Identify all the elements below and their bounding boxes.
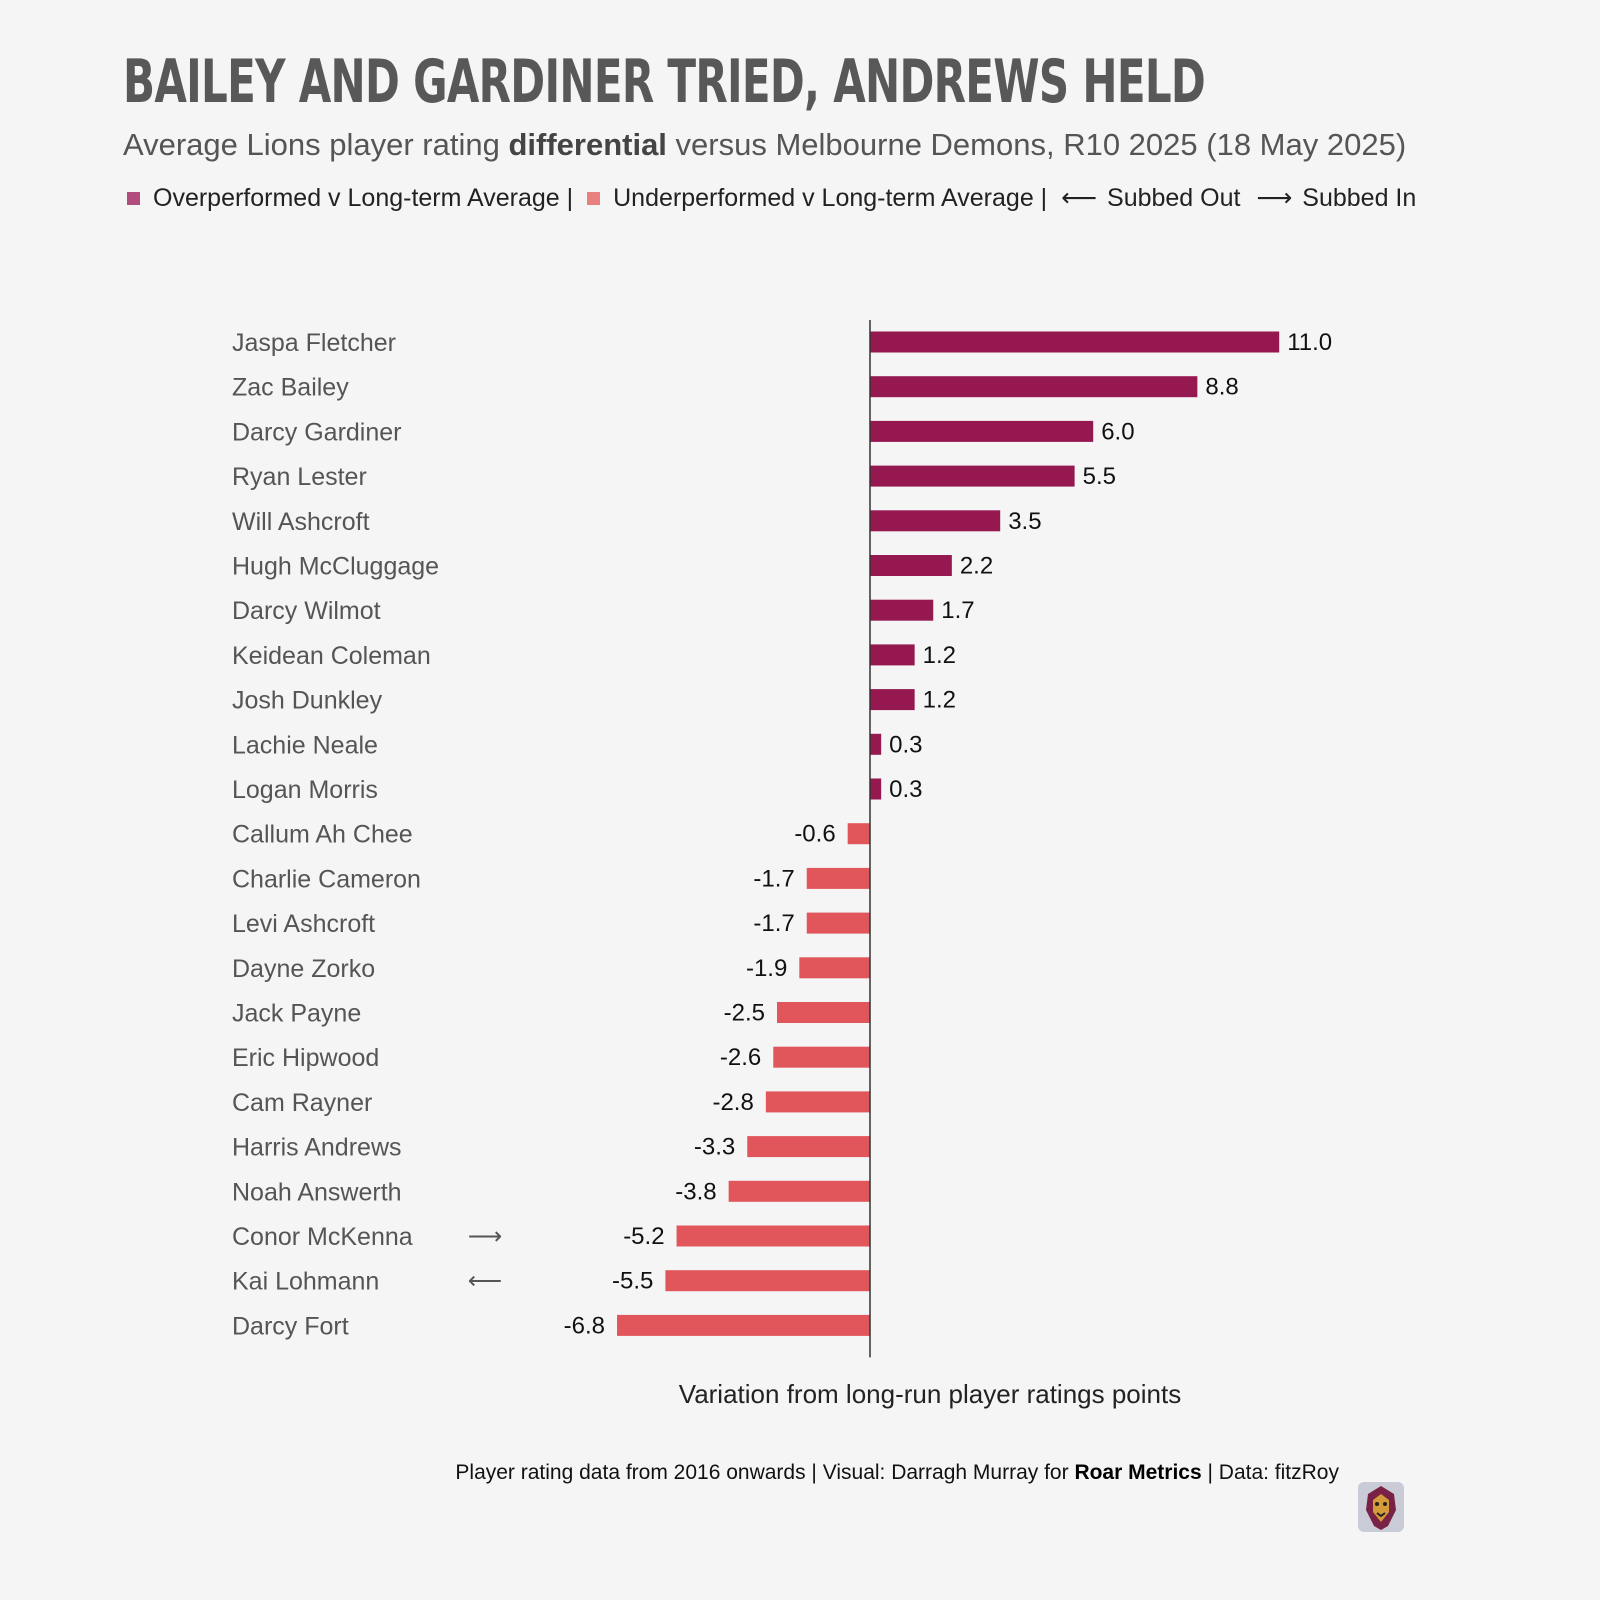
bar-chart: Jaspa Fletcher 11.0 Zac Bailey 8.8 Darcy Gar… [232,320,1332,1358]
category-label-zac-bailey: Zac Bailey [232,374,349,402]
chart-title: BAILEY AND GARDINER TRIED, ANDREWS HELD [123,47,1206,117]
category-label-harris-andrews: Harris Andrews [232,1134,402,1162]
category-label-darcy-gardiner: Darcy Gardiner [232,418,402,446]
data-label-noah-answerth: -3.8 [675,1178,716,1205]
bar-dayne-zorko [799,957,870,979]
bar-callum-ah-chee [847,823,870,845]
category-label-logan-morris: Logan Morris [232,776,378,804]
bar-josh-dunkley [870,689,915,711]
bar-cam-rayner [765,1091,870,1113]
data-label-dayne-zorko: -1.9 [746,955,787,982]
data-label-eric-hipwood: -2.6 [720,1044,761,1071]
data-label-darcy-fort: -6.8 [564,1312,605,1339]
data-label-callum-ah-chee: -0.6 [794,821,835,848]
bar-keidean-coleman [870,644,915,666]
subtitle-text: Average Lions player rating [123,127,509,162]
data-label-darcy-wilmot: 1.7 [941,597,974,624]
footer-text: Player rating data from 2016 onwards | V… [455,1461,1075,1484]
category-label-darcy-fort: Darcy Fort [232,1312,349,1340]
subtitle-text-end: versus Melbourne Demons, R10 2025 (18 Ma… [666,127,1407,162]
data-label-logan-morris: 0.3 [889,776,922,803]
bar-will-ashcroft [870,510,1001,532]
data-label-cam-rayner: -2.8 [712,1089,753,1116]
category-label-dayne-zorko: Dayne Zorko [232,955,375,983]
data-label-will-ashcroft: 3.5 [1008,508,1041,535]
bar-logan-morris [870,778,882,800]
left-arrow-icon: ⟵ [468,1268,502,1295]
legend-label-over: Overperformed v Long-term Average | [153,184,574,212]
data-label-jaspa-fletcher: 11.0 [1287,329,1332,356]
x-axis-label: Variation from long-run player ratings p… [678,1379,1182,1409]
bar-jack-payne [777,1002,870,1023]
bar-ryan-lester [870,465,1075,487]
category-label-cam-rayner: Cam Rayner [232,1089,372,1117]
legend-label-subbed-in: Subbed In [1302,184,1417,212]
bar-charlie-cameron [806,867,870,889]
category-label-conor-mckenna: Conor McKenna [232,1223,413,1251]
data-label-jack-payne: -2.5 [724,1000,765,1027]
category-label-hugh-mccluggage: Hugh McCluggage [232,553,439,581]
category-label-eric-hipwood: Eric Hipwood [232,1044,379,1072]
data-label-levi-ashcroft: -1.7 [753,910,794,937]
bar-levi-ashcroft [806,912,870,934]
subtitle-emphasis: differential [508,127,667,162]
left-arrow-icon: ⟵ [1061,184,1098,212]
legend-swatch-over [127,191,140,205]
data-label-hugh-mccluggage: 2.2 [960,553,993,580]
bar-darcy-gardiner [870,420,1094,442]
bar-kai-lohmann [665,1270,870,1292]
data-label-darcy-gardiner: 6.0 [1101,418,1134,445]
category-label-josh-dunkley: Josh Dunkley [232,687,383,715]
data-label-josh-dunkley: 1.2 [923,687,956,714]
bar-darcy-wilmot [870,599,934,621]
lion-logo-icon [1358,1482,1404,1532]
bar-conor-mckenna [676,1225,870,1247]
legend-label-subbed-out: Subbed Out [1107,184,1241,212]
chart-legend: Overperformed v Long-term Average | Unde… [127,182,1416,214]
category-label-jack-payne: Jack Payne [232,1000,361,1028]
data-label-charlie-cameron: -1.7 [753,865,794,892]
footer-text-end: | Data: fitzRoy [1201,1461,1339,1484]
category-label-kai-lohmann: Kai Lohmann [232,1268,379,1296]
bar-harris-andrews [747,1136,870,1158]
category-label-ryan-lester: Ryan Lester [232,463,367,491]
data-label-conor-mckenna: -5.2 [623,1223,664,1250]
right-arrow-icon: ⟶ [1256,184,1293,212]
data-label-harris-andrews: -3.3 [694,1134,735,1161]
footer-credits: Player rating data from 2016 onwards | V… [455,1458,1339,1488]
data-label-lachie-neale: 0.3 [889,731,922,758]
data-label-zac-bailey: 8.8 [1205,374,1238,401]
category-label-charlie-cameron: Charlie Cameron [232,865,421,893]
category-label-noah-answerth: Noah Answerth [232,1178,402,1206]
bar-hugh-mccluggage [870,555,952,576]
data-label-keidean-coleman: 1.2 [923,642,956,669]
bar-zac-bailey [870,376,1198,398]
category-label-will-ashcroft: Will Ashcroft [232,508,370,536]
category-label-darcy-wilmot: Darcy Wilmot [232,597,381,625]
bar-darcy-fort [617,1314,870,1336]
bar-lachie-neale [870,733,882,755]
category-label-jaspa-fletcher: Jaspa Fletcher [232,329,396,357]
category-label-callum-ah-chee: Callum Ah Chee [232,821,413,849]
footer-brand: Roar Metrics [1074,1461,1202,1484]
bar-noah-answerth [728,1180,870,1202]
category-label-keidean-coleman: Keidean Coleman [232,642,431,670]
bar-eric-hipwood [773,1046,870,1068]
legend-swatch-under [587,191,601,205]
category-label-lachie-neale: Lachie Neale [232,731,378,759]
right-arrow-icon: ⟶ [468,1223,502,1250]
data-label-ryan-lester: 5.5 [1083,463,1116,490]
bar-jaspa-fletcher [870,331,1280,353]
chart-subtitle: Average Lions player rating differential… [123,125,1406,165]
category-label-levi-ashcroft: Levi Ashcroft [232,910,375,938]
data-label-kai-lohmann: -5.5 [612,1268,653,1295]
legend-label-under: Underperformed v Long-term Average | [613,184,1048,212]
